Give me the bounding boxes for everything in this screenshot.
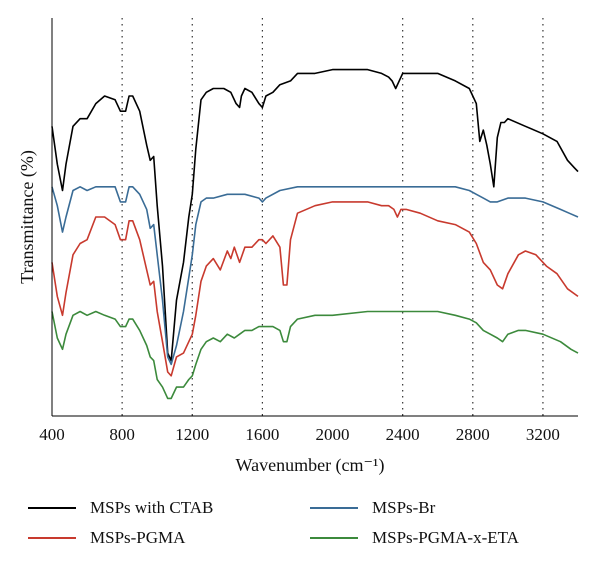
x-tick-label-1200: 1200 [175,425,209,444]
legend-label-ctab: MSPs with CTAB [90,498,214,517]
x-tick-label-400: 400 [39,425,65,444]
x-tick-label-2400: 2400 [386,425,420,444]
series-line-1 [51,186,579,366]
grid-lines [121,18,544,416]
legend-label-br: MSPs-Br [372,498,436,517]
x-tick-label-3200: 3200 [526,425,560,444]
legend-label-pgma-eta: MSPs-PGMA-x-ETA [372,528,519,547]
x-tick-label-1600: 1600 [245,425,279,444]
legend-swatch-ctab [28,507,76,509]
x-tick-label-2800: 2800 [456,425,490,444]
x-tick-label-800: 800 [109,425,135,444]
x-tick-label-2000: 2000 [316,425,350,444]
legend-label-pgma: MSPs-PGMA [90,528,186,547]
legend-swatch-pgma [28,537,76,539]
series-line-3 [51,310,579,400]
ftir-chart: 400 800 1200 1600 2000 2400 2800 3200 Wavenumbe… [17,18,579,476]
series-lines [51,68,579,400]
series-line-0 [51,68,579,362]
x-axis-title: Wavenumber (cm⁻¹) [236,455,385,476]
legend-swatch-pgma-eta [310,537,358,539]
legend-item-ctab: MSPs with CTAB [28,496,213,520]
legend-item-pgma-eta: MSPs-PGMA-x-ETA [310,526,519,550]
x-tick-labels: 400 800 1200 1600 2000 2400 2800 3200 [39,425,560,444]
legend-item-br: MSPs-Br [310,496,435,520]
legend-item-pgma: MSPs-PGMA [28,526,185,550]
legend: MSPs with CTAB MSPs-Br MSPs-PGMA MSPs-PG… [28,496,588,556]
legend-swatch-br [310,507,358,509]
series-line-2 [51,201,579,377]
y-axis-title: Transmittance (%) [17,150,38,284]
